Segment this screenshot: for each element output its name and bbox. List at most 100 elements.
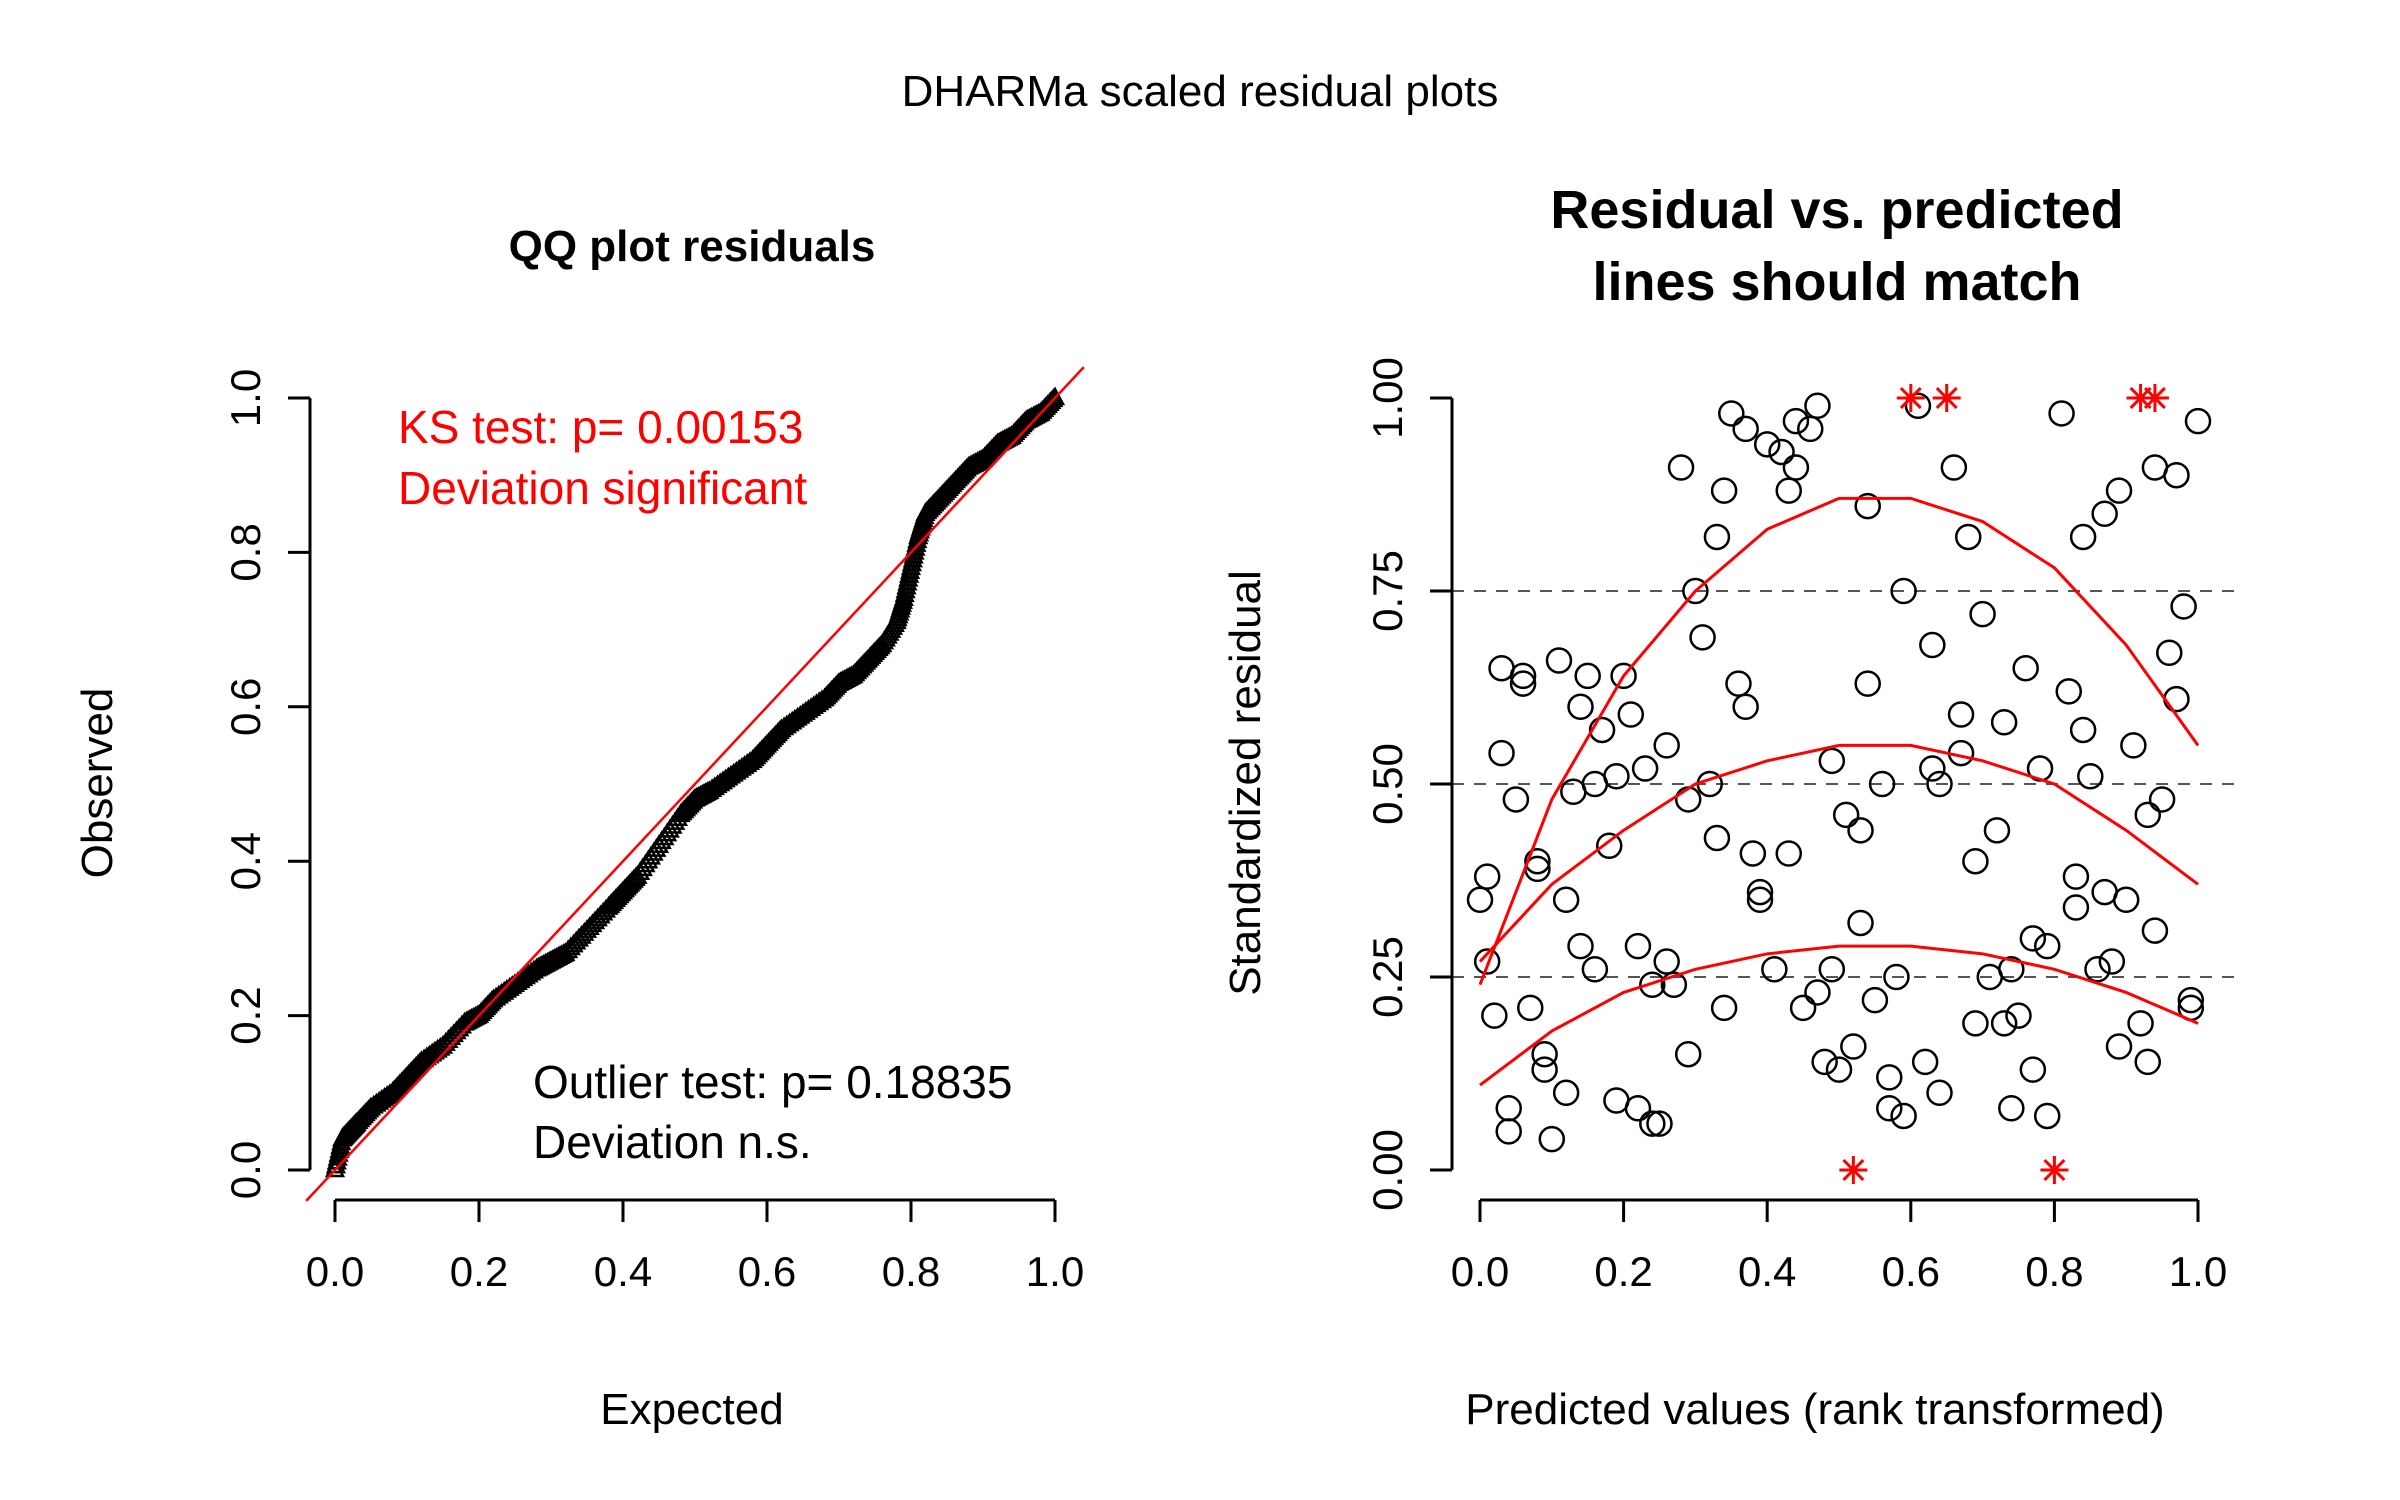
residual-point [1775, 840, 1802, 867]
residual-point [1725, 670, 1752, 697]
x-tick-label: 0.8 [882, 1248, 940, 1295]
residual-point [1502, 786, 1530, 813]
residual-point [2163, 461, 2190, 489]
residual-point [1804, 979, 1831, 1006]
residual-point [1804, 392, 1831, 419]
residual-point [1531, 1040, 1558, 1068]
residual-point [2077, 763, 2104, 790]
residual-point [1753, 431, 1781, 458]
residual-point [1782, 454, 1810, 481]
residual-point [1789, 994, 1817, 1022]
residual-point [1481, 1002, 1508, 1029]
residual-point [1682, 577, 1709, 605]
y-tick-label: 0.25 [1364, 936, 1411, 1018]
residual-point [1797, 415, 1824, 443]
outlier-star-stroke [2143, 387, 2166, 409]
residual-point [1847, 817, 1874, 844]
residual-point [1567, 693, 1594, 721]
residual-point [1919, 755, 1946, 782]
residual-y-label: Standardized residual [1221, 570, 1270, 996]
residual-point [2005, 1002, 2032, 1029]
residual-point [1998, 956, 2025, 983]
residual-point [1689, 624, 1716, 651]
residual-point [1998, 1094, 2025, 1122]
residual-point [1861, 986, 1889, 1014]
residual-point [1840, 1033, 1867, 1060]
residual-point [1883, 963, 1910, 991]
y-tick-label: 0.8 [222, 523, 269, 581]
residual-point [1473, 948, 1501, 975]
x-tick-label: 0.4 [1738, 1248, 1796, 1295]
residual-point [2019, 925, 2047, 952]
residual-point [2134, 1048, 2161, 1076]
residual-point [2141, 917, 2169, 944]
residual-point [1854, 492, 1881, 520]
residual-point [1538, 1125, 1566, 1153]
quantile-curve [1478, 743, 2199, 963]
residual-title-line1: Residual vs. predicted [1550, 180, 2123, 240]
residual-point [1631, 755, 1659, 782]
residual-point [1653, 732, 1680, 759]
residual-point [1495, 1118, 1522, 1145]
residual-point [1674, 786, 1702, 813]
outlier-star-stroke [2043, 1159, 2066, 1181]
residual-point [1495, 1094, 1522, 1122]
residual-point [1811, 1048, 1838, 1076]
y-tick-label: 1.00 [1364, 357, 1411, 439]
outlier-markers [1839, 384, 2169, 1184]
residual-point [1990, 708, 2018, 736]
residual-point [2163, 685, 2190, 713]
residual-point [1509, 670, 1537, 697]
residual-point [1588, 716, 1616, 744]
residual-point [1718, 400, 1745, 427]
qq-y-axis: 0.0 0.2 0.4 0.6 0.8 1.0 [222, 369, 312, 1199]
residual-plot-panel: Residual vs. predicted lines should matc… [1221, 180, 2242, 1434]
residual-point [2062, 863, 2090, 890]
residual-point [2120, 732, 2147, 759]
residual-point [1890, 1102, 1917, 1130]
residual-point [1746, 878, 1774, 906]
residual-point [2069, 523, 2097, 551]
residual-point [1703, 523, 1731, 551]
outlier-test-text: Outlier test: p= 0.18835 [533, 1056, 1012, 1108]
x-tick-label: 1.0 [2169, 1248, 2227, 1295]
residual-point [1962, 1010, 1989, 1037]
residual-point [1552, 1079, 1580, 1107]
residual-point [1552, 886, 1580, 914]
x-tick-label: 0.6 [738, 1248, 796, 1295]
residual-point [1904, 392, 1932, 419]
residual-point [1926, 1079, 1953, 1107]
residual-point [1466, 886, 1494, 914]
residual-point [1854, 670, 1881, 697]
residual-plot-area [1452, 384, 2242, 1184]
x-tick-label: 0.4 [594, 1248, 652, 1295]
residual-point [1832, 801, 1860, 829]
outlier-star-stroke [1842, 1159, 1865, 1181]
residual-point [1710, 994, 1738, 1022]
residual-title-line2: lines should match [1592, 252, 2081, 312]
residual-point [2112, 886, 2140, 914]
outlier-deviation-text: Deviation n.s. [533, 1116, 812, 1168]
qq-plot-panel: QQ plot residuals 0.0 0.2 0.4 0.6 0.8 1.0 0.0… [73, 222, 1085, 1434]
residual-point [1847, 909, 1874, 937]
x-tick-label: 0.2 [450, 1248, 508, 1295]
residual-point [1624, 932, 1652, 960]
y-tick-label: 0.75 [1364, 550, 1411, 632]
x-tick-label: 0.0 [1451, 1248, 1509, 1295]
outlier-star [1896, 384, 1925, 412]
residual-point [1545, 647, 1573, 674]
residual-point [1617, 701, 1645, 728]
residual-point [1732, 415, 1759, 443]
residual-point [1653, 948, 1680, 975]
residual-point [2055, 678, 2083, 705]
residual-point [1509, 662, 1537, 690]
outlier-star-stroke [1935, 387, 1958, 409]
residual-y-axis: 0.00 0.25 0.50 0.75 1.00 [1364, 357, 1454, 1211]
y-tick-label: 0.4 [222, 832, 269, 890]
ks-test-text: KS test: p= 0.00153 [398, 401, 803, 453]
residual-point [1746, 886, 1774, 914]
residual-point [2019, 1056, 2047, 1083]
qq-points [324, 386, 1066, 1178]
residual-point [1667, 454, 1695, 481]
